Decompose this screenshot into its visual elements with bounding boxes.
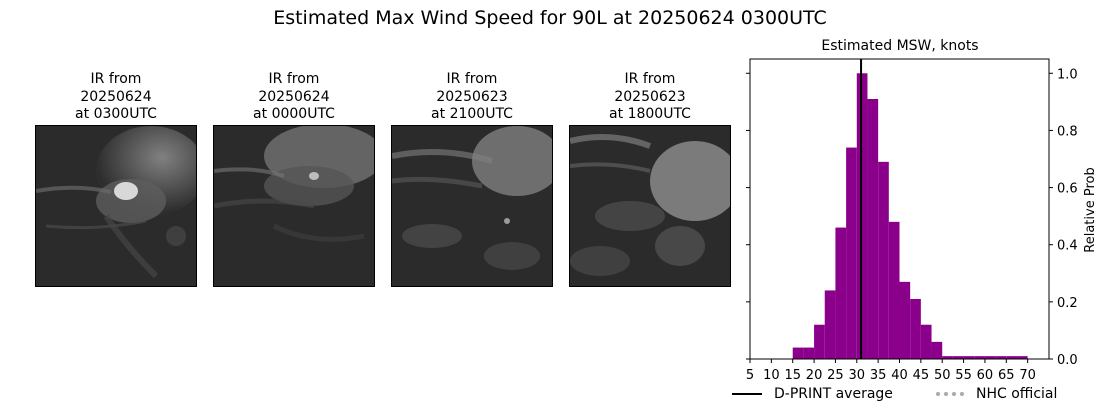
- histogram-bar: [995, 356, 1007, 359]
- histogram-bar: [856, 73, 868, 360]
- ir-satellite-image: [391, 125, 553, 287]
- x-tick-label: 15: [784, 368, 801, 383]
- ir-satellite-image: [569, 125, 731, 287]
- x-tick-label: 20: [806, 368, 823, 383]
- ir-panel-1: IR from 20250624 at 0300UTC: [35, 71, 197, 287]
- x-tick-label: 50: [934, 368, 951, 383]
- legend-label: D-PRINT average: [774, 386, 893, 402]
- histogram-bar: [888, 221, 900, 359]
- histogram-bar: [1016, 356, 1028, 359]
- histogram-bar: [1006, 356, 1017, 359]
- histogram-bar: [931, 341, 943, 359]
- histogram-bars: [792, 59, 1028, 360]
- figure-title: Estimated Max Wind Speed for 90L at 2025…: [273, 7, 827, 29]
- y-tick-label: 0.4: [1057, 239, 1078, 254]
- histogram-bar: [824, 290, 836, 359]
- legend-item-nhc: NHC official: [936, 386, 1057, 402]
- histogram-bar: [792, 347, 804, 359]
- x-tick-label: 65: [998, 368, 1015, 383]
- axis-ticks: 5 10 15 20 25 30 35 40 45 50 55 60 65 70 0.0 0.2 0.4 0.6 0…: [746, 67, 1078, 383]
- histogram-bar: [952, 356, 964, 359]
- x-tick-label: 5: [746, 368, 754, 383]
- x-tick-label: 40: [891, 368, 908, 383]
- histogram-bar: [899, 281, 911, 359]
- x-tick-label: 25: [827, 368, 844, 383]
- ir-caption: IR from 20250624 at 0000UTC: [253, 71, 335, 122]
- legend-label: NHC official: [976, 386, 1058, 402]
- plot-frame: [749, 58, 1050, 360]
- x-tick-label: 10: [763, 368, 780, 383]
- histogram-bar: [814, 324, 825, 359]
- x-tick-label: 30: [849, 368, 866, 383]
- y-tick-label: 1.0: [1057, 67, 1078, 82]
- x-tick-label: 55: [955, 368, 972, 383]
- legend: D-PRINT average NHC official: [730, 386, 1090, 408]
- solid-line-swatch: [732, 393, 762, 395]
- x-tick-label: 60: [977, 368, 994, 383]
- histogram-bar: [974, 356, 985, 359]
- dotted-line-swatch: [936, 392, 964, 396]
- y-axis-label: Relative Prob: [1083, 167, 1098, 252]
- y-tick-label: 0.2: [1057, 296, 1078, 311]
- histogram-bar: [942, 356, 953, 359]
- histogram-bar: [910, 299, 921, 359]
- ir-caption: IR from 20250623 at 2100UTC: [431, 71, 513, 122]
- histogram-bar: [835, 227, 847, 359]
- ir-caption: IR from 20250624 at 0300UTC: [75, 71, 157, 122]
- histogram-bar: [867, 99, 879, 359]
- ir-panel-2: IR from 20250624 at 0000UTC: [213, 71, 375, 287]
- ir-panel-3: IR from 20250623 at 2100UTC: [391, 71, 553, 287]
- ir-satellite-image: [213, 125, 375, 287]
- y-tick-label: 0.0: [1057, 353, 1078, 368]
- ir-caption: IR from 20250623 at 1800UTC: [609, 71, 691, 122]
- y-tick-label: 0.8: [1057, 124, 1078, 139]
- x-tick-label: 35: [870, 368, 887, 383]
- histogram-bar: [920, 324, 932, 359]
- histogram-bar: [803, 347, 815, 359]
- y-tick-label: 0.6: [1057, 182, 1078, 197]
- histogram-bar: [963, 356, 975, 359]
- histogram-bar: [984, 356, 996, 359]
- x-tick-label: 70: [1019, 368, 1036, 383]
- histogram-bar: [846, 147, 857, 359]
- chart-title: Estimated MSW, knots: [821, 38, 978, 54]
- legend-item-dprint: D-PRINT average: [732, 386, 893, 402]
- ir-satellite-image: [35, 125, 197, 287]
- x-tick-label: 45: [913, 368, 930, 383]
- histogram-bar: [878, 161, 889, 359]
- ir-panel-4: IR from 20250623 at 1800UTC: [569, 71, 731, 287]
